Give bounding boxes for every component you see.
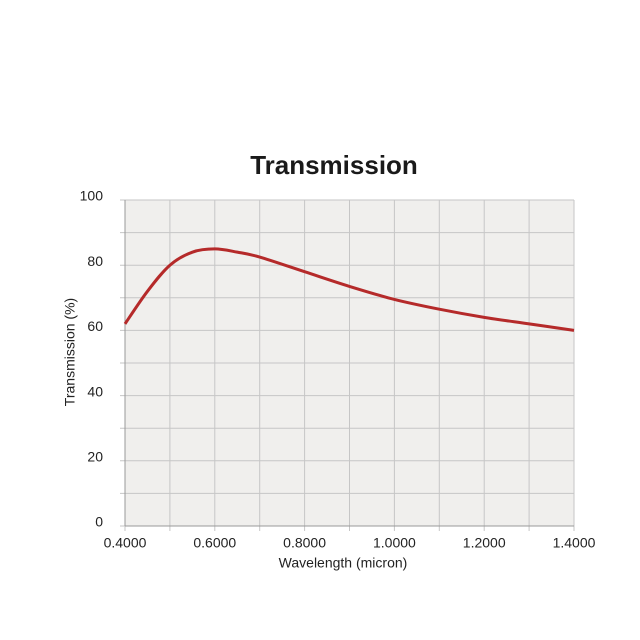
x-tick-label: 1.2000 — [463, 535, 506, 551]
x-tick-label: 0.8000 — [283, 535, 326, 551]
y-tick-label: 20 — [87, 449, 103, 465]
chart-title: Transmission — [250, 150, 418, 180]
y-tick-label: 60 — [87, 318, 103, 334]
y-tick-label: 40 — [87, 383, 103, 399]
y-axis-label: Transmission (%) — [62, 298, 78, 406]
y-tick-label: 80 — [87, 253, 103, 269]
y-tick-label: 100 — [80, 188, 104, 204]
x-tick-label: 0.4000 — [104, 535, 147, 551]
y-tick-label: 0 — [95, 514, 103, 530]
x-tick-label: 1.0000 — [373, 535, 416, 551]
x-axis-label: Wavelength (micron) — [279, 555, 408, 571]
x-tick-label: 1.4000 — [553, 535, 596, 551]
x-tick-label: 0.6000 — [193, 535, 236, 551]
data-line — [123, 247, 575, 332]
